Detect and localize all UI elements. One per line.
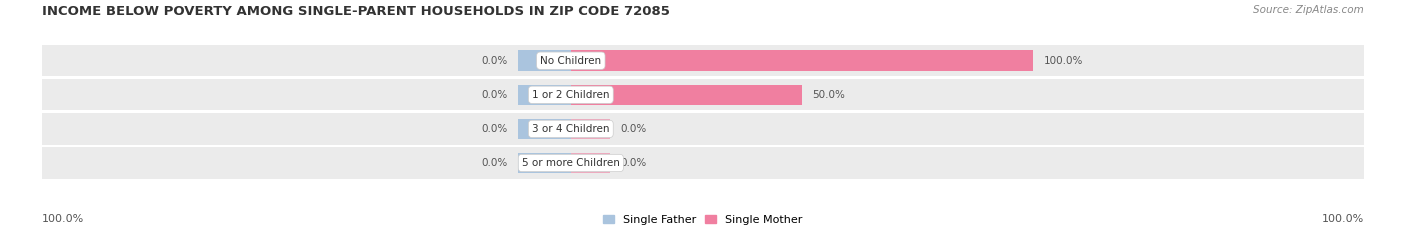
Bar [42, 45, 1364, 76]
Bar [42, 113, 1364, 144]
Bar [42, 79, 1364, 110]
Bar [517, 153, 571, 173]
Text: 0.0%: 0.0% [482, 56, 508, 66]
Text: 0.0%: 0.0% [482, 90, 508, 100]
Text: Source: ZipAtlas.com: Source: ZipAtlas.com [1253, 5, 1364, 15]
Bar [42, 147, 1364, 179]
Text: 0.0%: 0.0% [482, 158, 508, 168]
Bar [517, 51, 571, 71]
Text: 1 or 2 Children: 1 or 2 Children [531, 90, 610, 100]
Text: 5 or more Children: 5 or more Children [522, 158, 620, 168]
Text: 3 or 4 Children: 3 or 4 Children [531, 124, 610, 134]
Bar [517, 85, 571, 105]
Text: 50.0%: 50.0% [813, 90, 845, 100]
Text: 0.0%: 0.0% [482, 124, 508, 134]
Bar [571, 85, 801, 105]
Text: No Children: No Children [540, 56, 602, 66]
Text: 0.0%: 0.0% [620, 124, 647, 134]
Bar [571, 119, 610, 139]
Bar [571, 153, 610, 173]
Text: 100.0%: 100.0% [42, 214, 84, 224]
Legend: Single Father, Single Mother: Single Father, Single Mother [599, 210, 807, 229]
Bar [517, 119, 571, 139]
Bar [571, 51, 1033, 71]
Text: 0.0%: 0.0% [620, 158, 647, 168]
Text: INCOME BELOW POVERTY AMONG SINGLE-PARENT HOUSEHOLDS IN ZIP CODE 72085: INCOME BELOW POVERTY AMONG SINGLE-PARENT… [42, 5, 671, 18]
Text: 100.0%: 100.0% [1043, 56, 1083, 66]
Text: 100.0%: 100.0% [1322, 214, 1364, 224]
